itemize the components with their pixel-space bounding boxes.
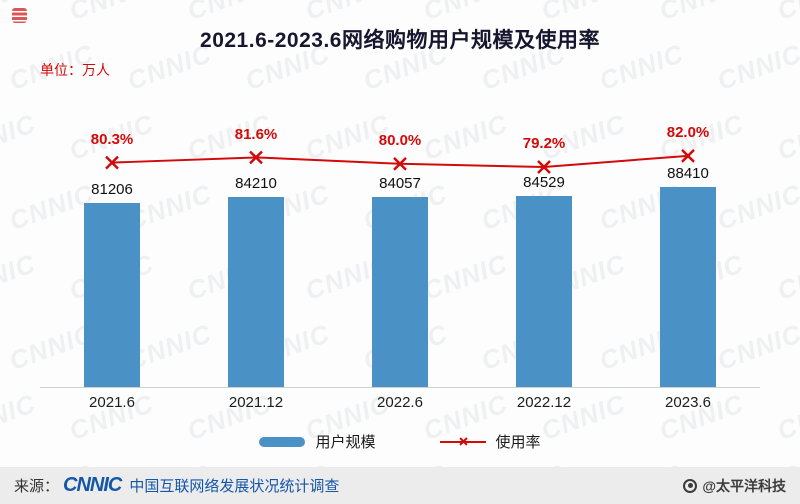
legend-x-marker-icon: +: [451, 430, 474, 453]
source-prefix: 来源：: [14, 478, 60, 495]
rate-label: 81.6%: [234, 125, 278, 143]
rate-label: 82.0%: [666, 124, 710, 141]
bar-value-label: 84529: [523, 173, 565, 191]
x-axis-label: 2022.6: [377, 394, 423, 411]
bar-value-label: 88410: [667, 165, 709, 182]
bar-2022.12: [516, 195, 572, 387]
bar-2021.12: [228, 196, 284, 387]
credit-badge: @太平洋科技: [683, 476, 786, 496]
plot-area: 81206 80.3% 84210 81.6% 84057 80.0% 84529 79.2%…: [40, 108, 760, 388]
legend-bar-swatch: [259, 436, 306, 447]
plot-column: 81206 80.3%: [40, 108, 184, 387]
bar-value-label: 84057: [379, 174, 421, 192]
camera-lens-icon: [683, 478, 698, 493]
cnnic-logo: CNNIC: [63, 474, 122, 496]
rate-label: 79.2%: [522, 135, 566, 153]
legend-item-rate: + 使用率: [439, 430, 541, 453]
plot-column: 84529 79.2%: [472, 108, 616, 387]
unit-label: 单位：万人: [40, 62, 110, 78]
rate-label: 80.3%: [90, 130, 134, 148]
legend: 用户规模 + 使用率: [0, 430, 800, 453]
plot-column: 84057 80.0%: [328, 108, 472, 387]
x-axis-label: 2021.12: [228, 394, 284, 411]
x-axis-labels: 2021.6 2021.12 2022.6 2022.12 2023.6: [40, 394, 760, 411]
bar-value-label: 84210: [235, 174, 277, 192]
bar-2021.6: [84, 203, 140, 387]
legend-users-label: 用户规模: [315, 434, 376, 451]
bar-2023.6: [660, 187, 716, 387]
corner-stamp-logo: [12, 8, 27, 23]
x-axis-label: 2021.6: [89, 394, 135, 411]
legend-line-swatch: +: [439, 430, 486, 453]
source-text: 中国互联网络发展状况统计调查: [129, 478, 340, 495]
x-axis-label: 2022.12: [516, 394, 572, 411]
bar-value-label: 81206: [91, 181, 133, 199]
source-footer: 来源： CNNIC 中国互联网络发展状况统计调查 @太平洋科技: [0, 467, 800, 504]
plot-column: 84210 81.6%: [184, 108, 328, 387]
chart-title: 2021.6-2023.6网络购物用户规模及使用率: [200, 29, 600, 52]
legend-rate-label: 使用率: [495, 434, 541, 451]
rate-label: 80.0%: [378, 132, 422, 149]
usage-line-svg: [105, 148, 695, 174]
legend-item-users: 用户规模: [259, 431, 376, 452]
x-axis-label: 2023.6: [665, 394, 711, 411]
legend-line-stroke: [439, 440, 486, 443]
plot-columns: 81206 80.3% 84210 81.6% 84057 80.0% 84529 79.2%…: [40, 108, 760, 387]
bar-2022.6: [372, 196, 428, 387]
credit-text: @太平洋科技: [702, 477, 786, 494]
plot-column: 88410 82.0%: [616, 108, 760, 387]
